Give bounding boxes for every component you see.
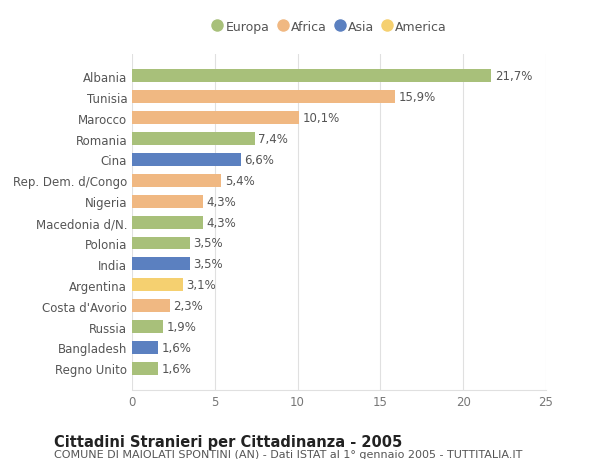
Bar (132, 320, 163, 333)
Bar (132, 341, 158, 354)
Text: 5,4%: 5,4% (225, 174, 254, 187)
Legend: Europa, Africa, Asia, America: Europa, Africa, Asia, America (214, 21, 447, 34)
Text: 1,9%: 1,9% (167, 320, 197, 333)
Text: 15,9%: 15,9% (398, 91, 436, 104)
Bar (132, 133, 254, 146)
Text: 6,6%: 6,6% (245, 154, 274, 167)
Bar (132, 279, 184, 291)
Text: 2,3%: 2,3% (173, 299, 203, 313)
Text: 10,1%: 10,1% (302, 112, 340, 125)
Bar (132, 91, 395, 104)
Bar (132, 174, 221, 187)
Bar (132, 299, 170, 313)
Text: 4,3%: 4,3% (206, 216, 236, 229)
Text: 1,6%: 1,6% (162, 362, 191, 375)
Bar (132, 237, 190, 250)
Bar (132, 154, 241, 167)
Text: 7,4%: 7,4% (258, 133, 288, 146)
Text: 3,1%: 3,1% (187, 279, 217, 291)
Bar (132, 70, 491, 83)
Text: 3,5%: 3,5% (193, 258, 223, 271)
Bar (132, 112, 299, 125)
Text: 4,3%: 4,3% (206, 195, 236, 208)
Text: 21,7%: 21,7% (494, 70, 532, 83)
Bar (132, 362, 158, 375)
Bar (132, 196, 203, 208)
Bar (132, 258, 190, 271)
Bar (132, 216, 203, 229)
Text: COMUNE DI MAIOLATI SPONTINI (AN) - Dati ISTAT al 1° gennaio 2005 - TUTTITALIA.IT: COMUNE DI MAIOLATI SPONTINI (AN) - Dati … (54, 449, 523, 459)
Text: 3,5%: 3,5% (193, 237, 223, 250)
Text: Cittadini Stranieri per Cittadinanza - 2005: Cittadini Stranieri per Cittadinanza - 2… (54, 434, 402, 449)
Text: 1,6%: 1,6% (162, 341, 191, 354)
